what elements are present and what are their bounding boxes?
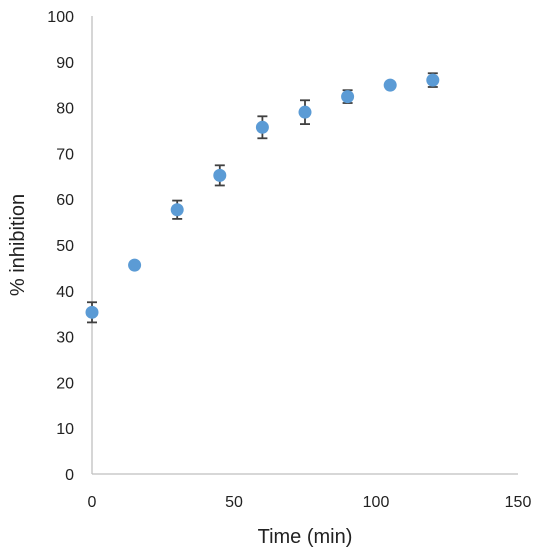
y-tick-label: 60 [56,192,74,209]
y-tick-label: 20 [56,375,74,392]
x-tick-label: 100 [363,494,390,511]
data-point [298,105,312,119]
data-point [341,90,355,104]
data-points [85,73,440,319]
y-tick-label: 0 [65,467,74,484]
x-tick-label: 150 [505,494,532,511]
y-axis-title: % inhibition [7,194,29,296]
y-tick-label: 30 [56,330,74,347]
y-tick-label: 10 [56,421,74,438]
data-point [255,120,269,134]
y-tick-labels: 0 10 20 30 40 50 60 70 80 90 100 [47,9,74,484]
data-point [170,203,184,217]
y-tick-label: 80 [56,101,74,118]
y-tick-label: 90 [56,55,74,72]
data-point [213,168,227,182]
x-tick-label: 0 [88,494,97,511]
x-tick-labels: 0 50 100 150 [88,494,532,511]
y-tick-label: 70 [56,146,74,163]
data-point [426,73,440,87]
x-axis-title: Time (min) [258,526,353,548]
y-tick-label: 40 [56,284,74,301]
y-tick-label: 100 [47,9,74,26]
y-tick-label: 50 [56,238,74,255]
x-tick-label: 50 [225,494,243,511]
data-point [85,305,99,319]
data-point [383,78,397,92]
error-bars [87,72,438,324]
data-point [128,258,142,272]
